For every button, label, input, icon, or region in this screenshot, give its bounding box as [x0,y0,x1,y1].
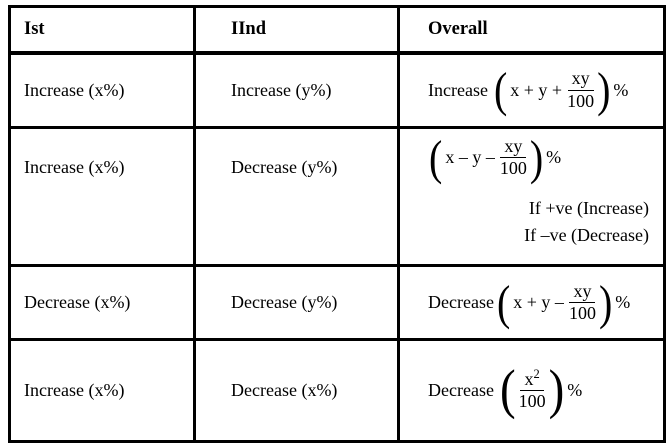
fraction: xy 100 [499,136,527,179]
fraction-denominator: 100 [568,303,596,323]
close-paren-icon: ) [548,359,565,421]
fraction-numerator: xy [500,136,527,159]
cell-second-change: Decrease (x%) [193,338,400,443]
cell-first-change: Increase (x%) [8,338,196,443]
header-row: Ist IInd Overall [8,5,666,55]
cell-second-change: Decrease (y%) [193,264,400,341]
percentage-change-table: Ist IInd Overall Increase (x%) Increase … [8,5,666,443]
cell-first-change: Decrease (x%) [8,264,196,341]
formula-expression: x – y – [445,147,495,168]
table-row-4: Increase (x%) Decrease (x%) Decrease ( x… [8,338,666,443]
formula-expression: x + y – [513,292,564,312]
overall-formula: Decrease ( x + y – xy 100 ) % [428,277,631,326]
cell-second-change: Increase (y%) [193,51,400,129]
table-row-1: Increase (x%) Increase (y%) Increase ( x… [8,51,666,129]
close-paren-icon: ) [598,274,613,330]
fraction-denominator: 100 [518,391,546,411]
formula-prefix: Decrease [428,380,494,400]
close-paren-icon: ) [597,62,611,118]
open-paren-icon: ( [499,359,516,421]
overall-formula: ( x – y – xy 100 ) % [428,133,562,182]
numerator-base: x [524,368,534,389]
note-negative: If –ve (Decrease) [524,224,649,245]
overall-formula: Increase ( x + y + xy 100 ) % [428,65,629,114]
close-paren-icon: ) [529,129,544,185]
fraction-denominator: 100 [567,90,595,111]
condition-notes: If +ve (Increase) If –ve (Decrease) [428,195,663,249]
open-paren-icon: ( [493,62,508,118]
formula-expression: x + y + [510,79,563,100]
cell-overall-formula: Decrease ( x2 100 ) % [397,338,666,443]
fraction-numerator: x2 [520,366,544,391]
cell-second-change: Decrease (y%) [193,126,400,267]
overall-formula: Decrease ( x2 100 ) % [428,362,583,417]
header-iind: IInd [193,5,400,55]
fraction-numerator: xy [567,68,594,91]
formula-prefix: Decrease [428,292,494,312]
cell-first-change: Increase (x%) [8,51,196,129]
header-ist: Ist [8,5,196,55]
fraction: xy 100 [567,68,595,111]
open-paren-icon: ( [496,274,511,330]
table-row-2: Increase (x%) Decrease (y%) ( x – y – xy… [8,126,666,267]
fraction: xy 100 [568,281,596,324]
cell-overall-formula: ( x – y – xy 100 ) % If +ve (Increase) I… [397,126,666,267]
percent-sign: % [567,380,583,400]
open-paren-icon: ( [429,129,443,185]
fraction: x2 100 [518,366,546,412]
percent-sign: % [546,147,562,168]
cell-first-change: Increase (x%) [8,126,196,267]
percent-sign: % [613,79,629,100]
numerator-exponent: 2 [533,366,540,381]
cell-overall-formula: Increase ( x + y + xy 100 ) % [397,51,666,129]
fraction-denominator: 100 [499,158,527,179]
percent-sign: % [615,292,631,312]
fraction-numerator: xy [569,281,596,303]
table-row-3: Decrease (x%) Decrease (y%) Decrease ( x… [8,264,666,341]
note-positive: If +ve (Increase) [528,197,649,218]
header-overall: Overall [397,5,666,55]
formula-prefix: Increase [428,79,488,100]
cell-overall-formula: Decrease ( x + y – xy 100 ) % [397,264,666,341]
